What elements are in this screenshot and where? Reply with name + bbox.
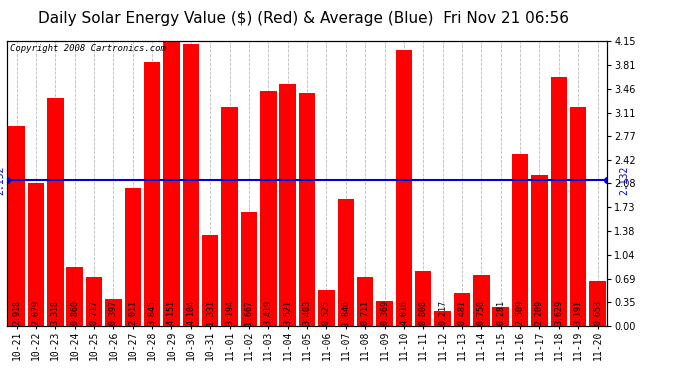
Text: 0.397: 0.397 [109,300,118,325]
Text: 0.750: 0.750 [477,300,486,325]
Text: 2.509: 2.509 [515,300,524,325]
Text: 0.717: 0.717 [90,300,99,325]
Text: 0.217: 0.217 [438,300,447,325]
Text: 4.104: 4.104 [186,300,195,325]
Text: 0.808: 0.808 [419,300,428,325]
Bar [66,267,83,326]
Bar [589,281,606,326]
Bar [241,212,257,326]
Text: 1.846: 1.846 [342,300,351,325]
Text: 3.191: 3.191 [573,300,582,325]
Text: 2.011: 2.011 [128,300,137,325]
Text: 0.281: 0.281 [496,300,505,325]
Text: 3.194: 3.194 [225,300,234,325]
Bar [221,107,238,326]
Text: 0.481: 0.481 [457,300,466,325]
Text: Copyright 2008 Cartronics.com: Copyright 2008 Cartronics.com [10,44,166,53]
Text: 1.667: 1.667 [244,300,253,325]
Bar [124,188,141,326]
Bar [473,275,490,326]
Text: 3.521: 3.521 [283,300,292,325]
Bar [260,92,277,326]
Text: 2.209: 2.209 [535,300,544,325]
Bar [28,183,44,326]
Bar [144,62,160,326]
Text: 0.653: 0.653 [593,300,602,325]
Bar [357,278,373,326]
Bar [47,98,63,326]
Text: 2.079: 2.079 [32,300,41,325]
Text: 4.016: 4.016 [400,300,408,325]
Bar [318,290,335,326]
Text: 4.151: 4.151 [167,300,176,325]
Bar [86,277,102,326]
Bar [164,41,179,326]
Text: 3.629: 3.629 [554,300,563,325]
Text: 3.419: 3.419 [264,300,273,325]
Bar [299,93,315,326]
Text: 2.132: 2.132 [0,165,5,195]
Bar [454,293,470,326]
Bar [551,77,567,326]
Bar [512,154,529,326]
Bar [105,299,121,326]
Text: 2.132: 2.132 [619,165,629,195]
Text: 2.918: 2.918 [12,300,21,325]
Bar [376,301,393,326]
Text: 0.860: 0.860 [70,300,79,325]
Bar [183,44,199,326]
Bar [8,126,25,326]
Bar [493,307,509,326]
Text: 0.711: 0.711 [361,300,370,325]
Bar [337,200,354,326]
Bar [415,271,431,326]
Text: 3.318: 3.318 [51,300,60,325]
Bar [279,84,296,326]
Text: 0.369: 0.369 [380,300,389,325]
Text: 0.525: 0.525 [322,300,331,325]
Bar [531,174,548,326]
Text: 3.845: 3.845 [148,300,157,325]
Text: Daily Solar Energy Value ($) (Red) & Average (Blue)  Fri Nov 21 06:56: Daily Solar Energy Value ($) (Red) & Ave… [38,11,569,26]
Bar [435,311,451,326]
Bar [395,51,412,326]
Bar [570,107,586,326]
Bar [202,235,219,326]
Text: 1.331: 1.331 [206,300,215,325]
Text: 3.403: 3.403 [302,300,312,325]
